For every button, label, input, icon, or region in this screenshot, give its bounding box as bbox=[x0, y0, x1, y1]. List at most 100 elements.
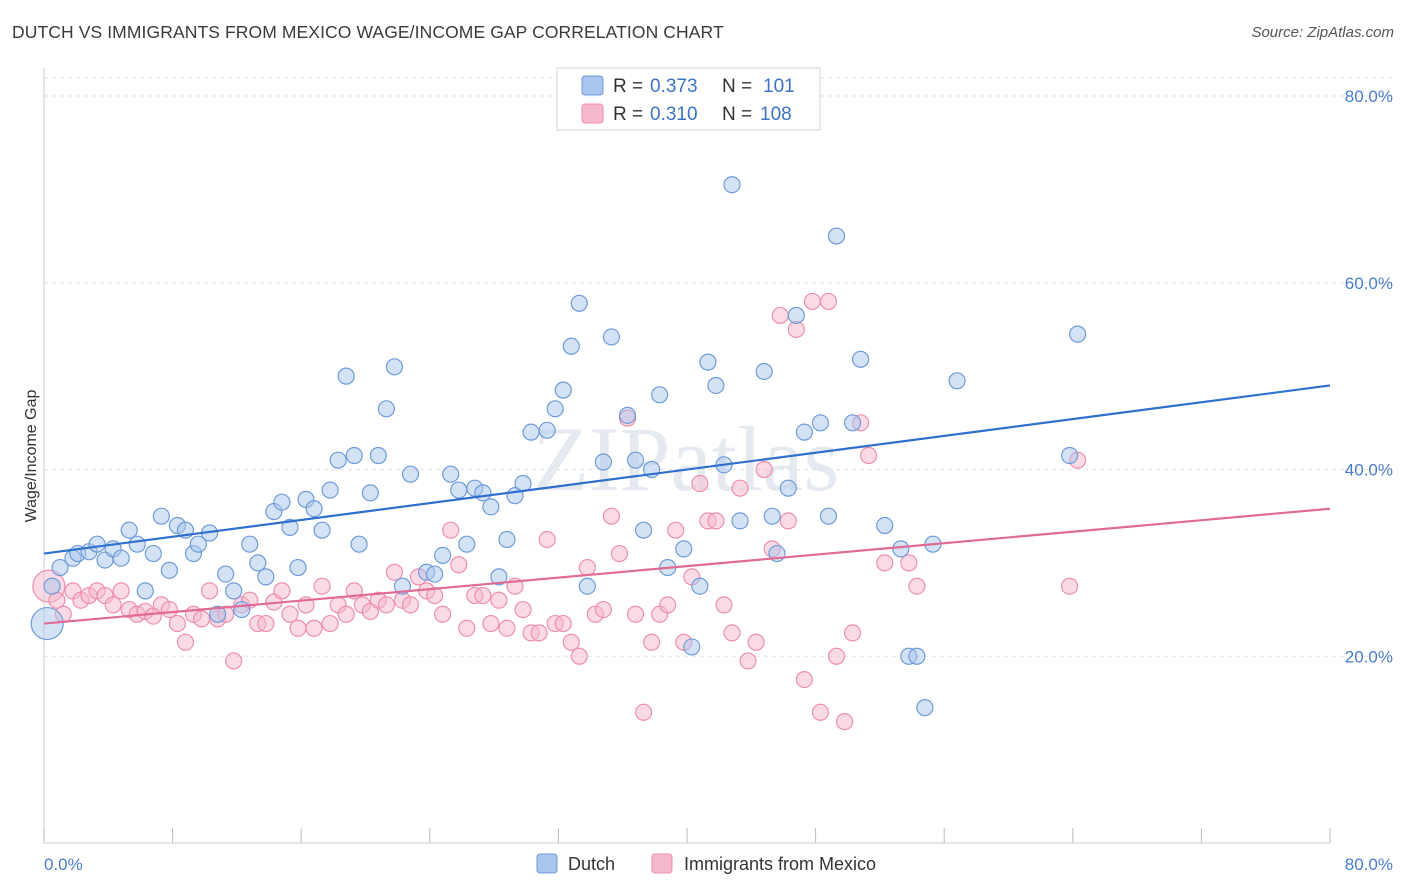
point-mexico bbox=[176, 633, 195, 651]
point-mexico bbox=[827, 647, 846, 665]
point-dutch bbox=[241, 535, 259, 553]
point-mexico bbox=[273, 582, 291, 600]
point-mexico bbox=[610, 544, 629, 563]
point-mexico bbox=[289, 619, 307, 637]
point-dutch bbox=[289, 558, 307, 577]
point-mexico bbox=[876, 554, 894, 572]
point-dutch bbox=[594, 453, 613, 471]
point-dutch bbox=[112, 549, 130, 567]
point-mexico bbox=[691, 474, 709, 493]
point-mexico bbox=[305, 619, 323, 637]
point-dutch bbox=[723, 176, 741, 194]
point-mexico bbox=[715, 596, 733, 614]
point-mexico bbox=[731, 479, 749, 497]
y-tick-labels: 20.0% 40.0% 60.0% 80.0% bbox=[1345, 87, 1393, 666]
point-dutch bbox=[948, 372, 966, 390]
point-dutch bbox=[426, 565, 444, 583]
grid-lines bbox=[44, 77, 1393, 657]
point-dutch bbox=[120, 521, 138, 539]
point-dutch bbox=[144, 544, 162, 563]
point-dutch bbox=[892, 540, 910, 558]
bottom-legend-dutch: Dutch bbox=[568, 854, 615, 874]
y-tick-label: 20.0% bbox=[1345, 647, 1393, 666]
point-dutch bbox=[233, 600, 251, 619]
point-dutch bbox=[699, 353, 717, 371]
point-mexico bbox=[514, 600, 532, 619]
point-mexico bbox=[908, 577, 926, 595]
point-dutch bbox=[152, 507, 170, 525]
x-tick-label-min: 0.0% bbox=[44, 855, 83, 874]
point-dutch bbox=[618, 406, 637, 424]
point-dutch bbox=[602, 328, 621, 346]
point-dutch bbox=[209, 605, 227, 623]
point-dutch bbox=[490, 568, 508, 586]
stats-legend: R = 0.373 N = 101 R = 0.310 N = 108 bbox=[556, 67, 821, 131]
point-mexico bbox=[482, 614, 500, 633]
bottom-legend-mexico: Immigrants from Mexico bbox=[684, 854, 876, 874]
point-mexico bbox=[860, 446, 878, 465]
point-dutch bbox=[811, 414, 830, 432]
point-dutch bbox=[350, 535, 368, 553]
point-dutch bbox=[546, 400, 564, 418]
point-mexico bbox=[739, 652, 757, 670]
point-mexico bbox=[530, 624, 548, 642]
point-dutch bbox=[482, 498, 500, 516]
point-mexico bbox=[602, 507, 621, 525]
point-dutch bbox=[313, 521, 331, 539]
point-dutch bbox=[88, 535, 106, 553]
point-dutch bbox=[281, 518, 299, 536]
point-dutch bbox=[189, 535, 207, 553]
point-mexico bbox=[257, 614, 275, 633]
point-mexico bbox=[426, 586, 444, 605]
point-dutch bbox=[1060, 446, 1079, 465]
point-dutch bbox=[337, 367, 355, 385]
point-dutch bbox=[1069, 325, 1087, 343]
point-dutch bbox=[434, 546, 452, 565]
point-mexico bbox=[562, 633, 580, 651]
point-dutch bbox=[377, 400, 395, 418]
point-mexico bbox=[795, 670, 813, 689]
point-mexico bbox=[554, 614, 572, 633]
point-dutch bbox=[731, 512, 749, 530]
point-dutch bbox=[755, 362, 773, 381]
point-mexico bbox=[755, 460, 773, 479]
point-dutch bbox=[385, 358, 404, 376]
point-dutch bbox=[474, 484, 492, 502]
point-dutch bbox=[554, 381, 572, 399]
point-dutch bbox=[763, 507, 781, 525]
point-dutch bbox=[707, 376, 725, 395]
point-mexico bbox=[458, 619, 476, 637]
point-mexico bbox=[570, 647, 588, 665]
point-dutch bbox=[321, 481, 339, 499]
point-dutch bbox=[779, 479, 797, 497]
point-dutch bbox=[51, 558, 69, 577]
point-dutch bbox=[128, 535, 146, 553]
point-mexico bbox=[112, 582, 130, 600]
legend-row-dutch: R = 0.373 N = 101 bbox=[613, 76, 795, 97]
axes bbox=[43, 68, 1331, 844]
point-dutch bbox=[916, 699, 934, 717]
point-mexico bbox=[450, 556, 468, 574]
legend-row-mexico: R = 0.310 N = 108 bbox=[613, 104, 792, 125]
point-mexico bbox=[200, 582, 219, 600]
point-mexico bbox=[498, 619, 516, 637]
point-dutch bbox=[908, 647, 926, 665]
point-mexico bbox=[321, 614, 339, 633]
point-dutch bbox=[458, 535, 476, 553]
chart-source: Source: ZipAtlas.com bbox=[1251, 24, 1394, 41]
point-mexico bbox=[385, 563, 404, 581]
x-tick-label-max: 80.0% bbox=[1345, 855, 1393, 874]
point-dutch bbox=[578, 577, 596, 595]
point-dutch bbox=[876, 516, 894, 535]
bottom-legend-swatch-dutch bbox=[536, 853, 558, 874]
point-mexico bbox=[538, 530, 556, 549]
point-dutch bbox=[305, 500, 323, 518]
point-dutch bbox=[522, 423, 540, 441]
point-mexico bbox=[819, 292, 838, 311]
point-dutch bbox=[249, 554, 267, 572]
point-dutch bbox=[852, 350, 870, 368]
point-mexico bbox=[659, 596, 677, 614]
point-dutch bbox=[160, 561, 178, 579]
point-dutch bbox=[329, 451, 347, 469]
